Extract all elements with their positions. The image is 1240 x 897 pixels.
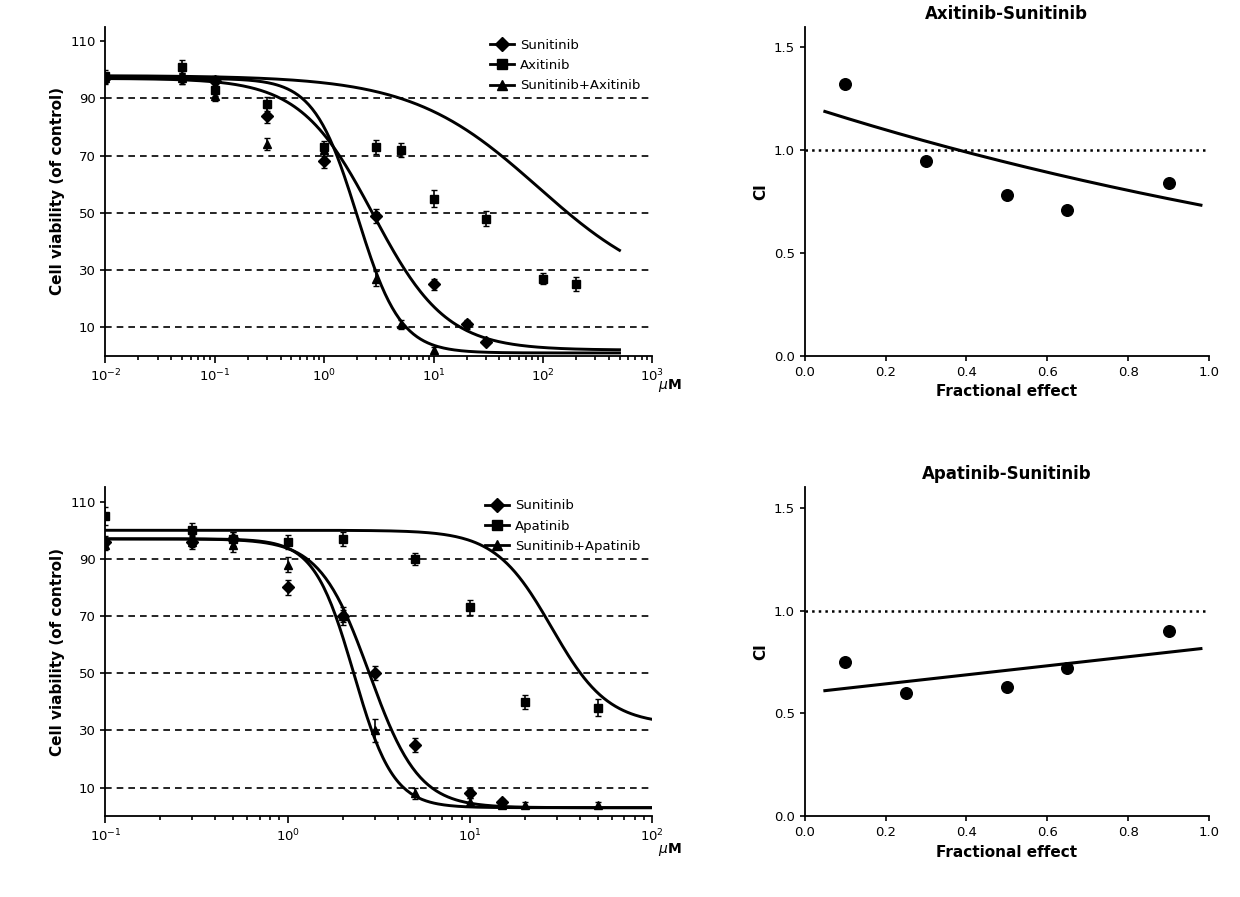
Title: Axitinib-Sunitinib: Axitinib-Sunitinib: [925, 4, 1089, 22]
X-axis label: Fractional effect: Fractional effect: [936, 845, 1078, 859]
Y-axis label: Cell viability (of control): Cell viability (of control): [50, 548, 64, 756]
Title: Apatinib-Sunitinib: Apatinib-Sunitinib: [923, 465, 1091, 483]
Point: [1058, 203, 1078, 217]
Legend: Sunitinib, Apatinib, Sunitinib+Apatinib: Sunitinib, Apatinib, Sunitinib+Apatinib: [480, 494, 646, 558]
X-axis label: Fractional effect: Fractional effect: [936, 384, 1078, 399]
Point: [895, 686, 915, 701]
Point: [916, 153, 936, 168]
Point: [1158, 624, 1178, 639]
Point: [997, 680, 1017, 694]
Y-axis label: CI: CI: [753, 183, 769, 200]
Y-axis label: CI: CI: [753, 643, 769, 660]
Point: [1158, 176, 1178, 190]
Y-axis label: Cell viability (of control): Cell viability (of control): [50, 87, 64, 295]
Text: $\mu$M: $\mu$M: [658, 841, 682, 858]
Point: [836, 77, 856, 91]
Text: $\mu$M: $\mu$M: [658, 378, 682, 394]
Point: [836, 655, 856, 669]
Point: [997, 188, 1017, 203]
Point: [1058, 661, 1078, 675]
Legend: Sunitinib, Axitinib, Sunitinib+Axitinib: Sunitinib, Axitinib, Sunitinib+Axitinib: [485, 33, 646, 98]
